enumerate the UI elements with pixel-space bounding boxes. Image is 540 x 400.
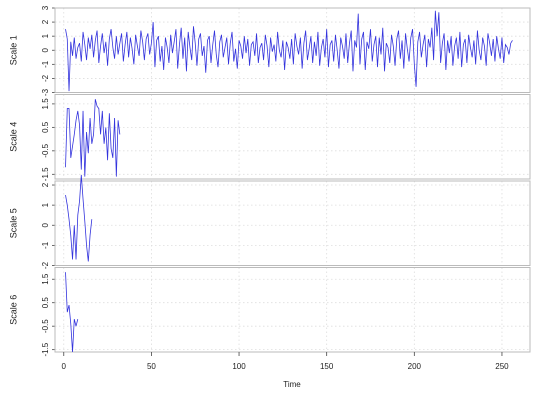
y-tick-label: -1.5 (41, 342, 50, 356)
y-tick-label: -2 (41, 261, 50, 269)
y-tick-label: -0.5 (41, 143, 50, 157)
series-line (65, 10, 513, 92)
x-tick-label: 150 (320, 362, 334, 371)
y-axis-label: Scale 6 (8, 295, 18, 325)
series-line (65, 99, 121, 177)
y-axis-label: Scale 5 (8, 208, 18, 238)
x-tick-label: 200 (408, 362, 422, 371)
x-tick-label: 100 (232, 362, 246, 371)
y-tick-label: 1 (41, 202, 50, 207)
y-tick-label: 0.5 (41, 297, 50, 309)
panel-frame (54, 94, 531, 180)
x-tick-label: 50 (147, 362, 156, 371)
panel-frame (54, 180, 531, 266)
panel-frame (54, 7, 531, 93)
y-tick-label: 2 (41, 19, 50, 24)
y-axis-label: Scale 4 (8, 122, 18, 152)
x-axis-label: Time (283, 380, 301, 389)
y-tick-label: -1 (41, 60, 50, 68)
y-tick-label: 1.5 (41, 273, 50, 285)
panel-frame (54, 267, 531, 353)
y-tick-label: 1.5 (41, 98, 50, 110)
series-line (65, 174, 93, 262)
y-tick-label: 0 (41, 47, 50, 52)
y-tick-label: 2 (41, 182, 50, 187)
x-tick-label: 250 (495, 362, 509, 371)
y-tick-label: 3 (41, 5, 50, 10)
y-tick-label: 1 (41, 33, 50, 38)
y-tick-label: -3 (41, 88, 50, 96)
y-tick-label: -1 (41, 241, 50, 249)
y-tick-label: -2 (41, 74, 50, 82)
y-tick-label: -1.5 (41, 167, 50, 181)
y-tick-label: -0.5 (41, 319, 50, 333)
series-line (65, 272, 79, 353)
x-tick-label: 0 (62, 362, 67, 371)
y-tick-label: 0.5 (41, 121, 50, 133)
y-tick-label: 0 (41, 222, 50, 227)
y-axis-label: Scale 1 (8, 35, 18, 65)
